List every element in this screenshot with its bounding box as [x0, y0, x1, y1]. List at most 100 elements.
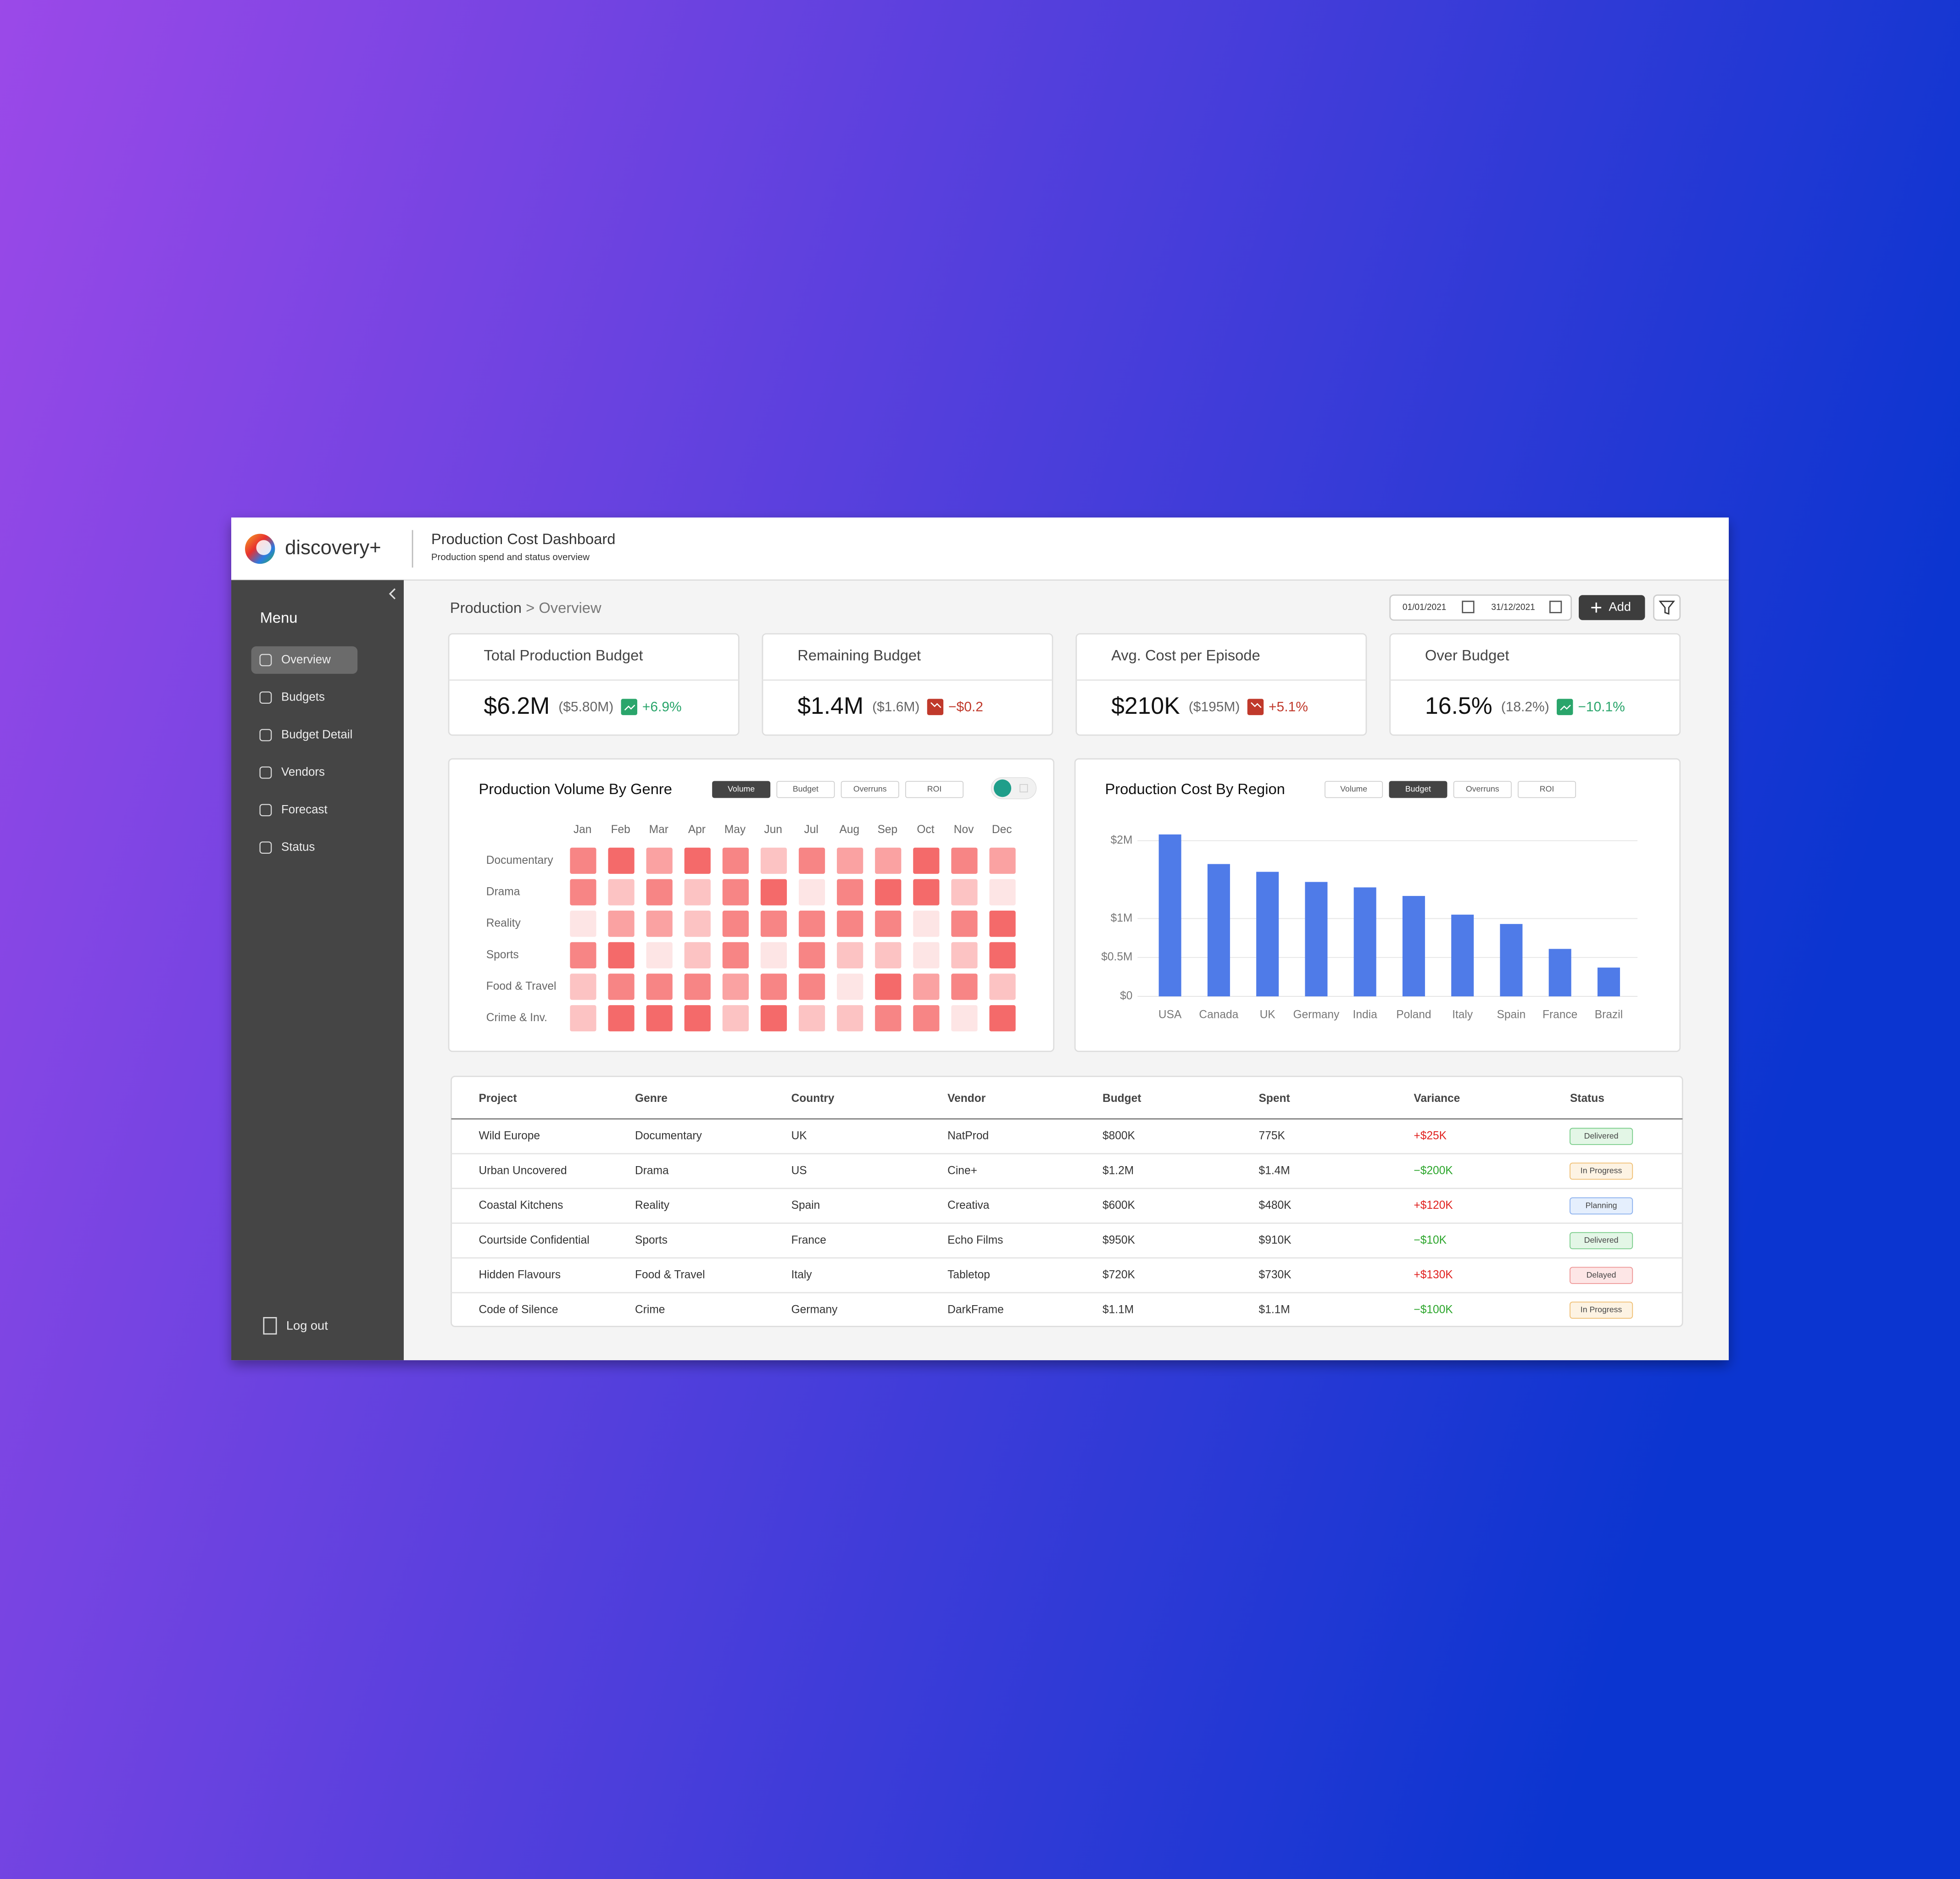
x-tick-label: Canada: [1199, 1008, 1238, 1021]
menu-item[interactable]: Budgets: [281, 691, 325, 704]
table-cell: $910K: [1259, 1234, 1292, 1246]
table-cell: UK: [791, 1130, 807, 1142]
table-cell: Drama: [635, 1164, 669, 1177]
heatmap-cell: [570, 942, 596, 968]
table-cell: −$100K: [1414, 1304, 1453, 1316]
heatmap-cell: [875, 847, 902, 874]
heatmap-cell: [570, 911, 596, 937]
chart-title: Production Volume By Genre: [479, 780, 672, 797]
bar: [1597, 967, 1620, 996]
menu-item[interactable]: Vendors: [281, 766, 325, 778]
heatmap-cell: [875, 911, 902, 937]
heatmap-cell: [798, 973, 825, 1000]
add-label[interactable]: Add: [1609, 600, 1631, 614]
kpi-card: [448, 633, 740, 736]
bar: [1256, 872, 1279, 996]
toggle-button[interactable]: [841, 781, 899, 798]
add-button[interactable]: [1579, 595, 1645, 620]
date-from[interactable]: 01/01/2021: [1403, 602, 1446, 612]
heatmap-cell: [798, 879, 825, 906]
column-header[interactable]: Variance: [1414, 1092, 1460, 1105]
table-cell: Tabletop: [947, 1269, 990, 1281]
table-cell: DarkFrame: [947, 1304, 1004, 1316]
toggle-label[interactable]: Overruns: [1466, 784, 1499, 794]
bar: [1402, 896, 1425, 996]
x-tick-label: Jun: [764, 823, 782, 836]
x-tick-label: India: [1353, 1008, 1378, 1021]
date-to[interactable]: 31/12/2021: [1491, 602, 1535, 612]
toggle-label[interactable]: ROI: [927, 784, 941, 794]
toggle-label[interactable]: Overruns: [853, 784, 887, 794]
kpi-delta: +5.1%: [1269, 699, 1308, 714]
logout[interactable]: Log out: [286, 1318, 328, 1333]
table-cell: Crime: [635, 1304, 665, 1316]
toggle-button[interactable]: [1389, 781, 1448, 798]
toggle-label[interactable]: Budget: [793, 784, 819, 794]
heatmap-cell: [989, 973, 1016, 1000]
toggle-button[interactable]: [905, 781, 964, 798]
toggle-button[interactable]: [1518, 781, 1576, 798]
kpi-trend-arrow: [1251, 702, 1262, 708]
heatmap-cell: [760, 911, 787, 937]
table-cell: −$10K: [1414, 1234, 1447, 1246]
toggle-button[interactable]: [712, 781, 771, 798]
collapse-button[interactable]: [389, 588, 396, 600]
column-header[interactable]: Project: [479, 1092, 517, 1105]
table-cell: Italy: [791, 1269, 813, 1281]
date-range[interactable]: [1389, 594, 1572, 621]
menu-item[interactable]: Forecast: [281, 803, 328, 816]
filter-icon: [1659, 600, 1675, 615]
table-cell: Food & Travel: [635, 1269, 705, 1281]
table-cell: Reality: [635, 1199, 670, 1212]
toggle-label[interactable]: ROI: [1540, 784, 1554, 794]
heatmap-cell: [951, 879, 978, 906]
table-cell: $720K: [1102, 1269, 1136, 1281]
menu-item[interactable]: Overview: [281, 653, 331, 666]
view-switch-icon: [1019, 784, 1028, 793]
column-header[interactable]: Spent: [1259, 1092, 1290, 1105]
heatmap-cell: [989, 942, 1016, 968]
heatmap-cell: [837, 973, 863, 1000]
bar: [1451, 914, 1474, 996]
heatmap-cell: [646, 973, 673, 1000]
toggle-button[interactable]: [776, 781, 835, 798]
x-tick-label: Aug: [839, 823, 859, 836]
x-tick-label: Jan: [574, 823, 592, 836]
menu-icon: [259, 766, 272, 779]
x-tick-label: Spain: [1497, 1008, 1526, 1021]
toggle-label[interactable]: Budget: [1405, 784, 1431, 794]
status-badge: [1570, 1267, 1633, 1284]
bar: [1500, 924, 1523, 996]
table-cell: $730K: [1259, 1269, 1292, 1281]
toggle-button[interactable]: [1453, 781, 1512, 798]
heatmap-cell: [684, 973, 711, 1000]
x-tick-label: Poland: [1396, 1008, 1431, 1021]
column-header[interactable]: Country: [791, 1092, 835, 1105]
breadcrumb-item[interactable]: Production: [450, 599, 522, 616]
x-tick-label: Oct: [917, 823, 934, 836]
kpi-title: Avg. Cost per Episode: [1111, 646, 1260, 663]
bar: [1353, 887, 1376, 996]
menu-item[interactable]: Status: [281, 841, 315, 854]
toggle-label[interactable]: Volume: [1340, 784, 1367, 794]
heatmap-cell: [989, 911, 1016, 937]
calendar-icon: [1462, 600, 1475, 613]
column-header[interactable]: Budget: [1102, 1092, 1141, 1105]
bar: [1158, 834, 1181, 996]
toggle-button[interactable]: [1325, 781, 1383, 798]
heatmap-cell: [837, 1005, 863, 1032]
table-cell: Wild Europe: [479, 1130, 540, 1142]
column-header[interactable]: Genre: [635, 1092, 668, 1105]
heatmap-cell: [722, 879, 749, 906]
column-header[interactable]: Vendor: [947, 1092, 986, 1105]
toggle-label[interactable]: Volume: [728, 784, 755, 794]
menu-item[interactable]: Budget Detail: [281, 728, 352, 741]
filter-button[interactable]: [1653, 594, 1681, 621]
table-cell: $1.4M: [1259, 1164, 1290, 1177]
heatmap-cell: [684, 942, 711, 968]
heatmap-cell: [722, 847, 749, 874]
heatmap-cell: [913, 879, 940, 906]
column-header[interactable]: Status: [1570, 1092, 1604, 1105]
table-cell: Sports: [635, 1234, 668, 1246]
view-switch-knob[interactable]: [993, 779, 1012, 797]
